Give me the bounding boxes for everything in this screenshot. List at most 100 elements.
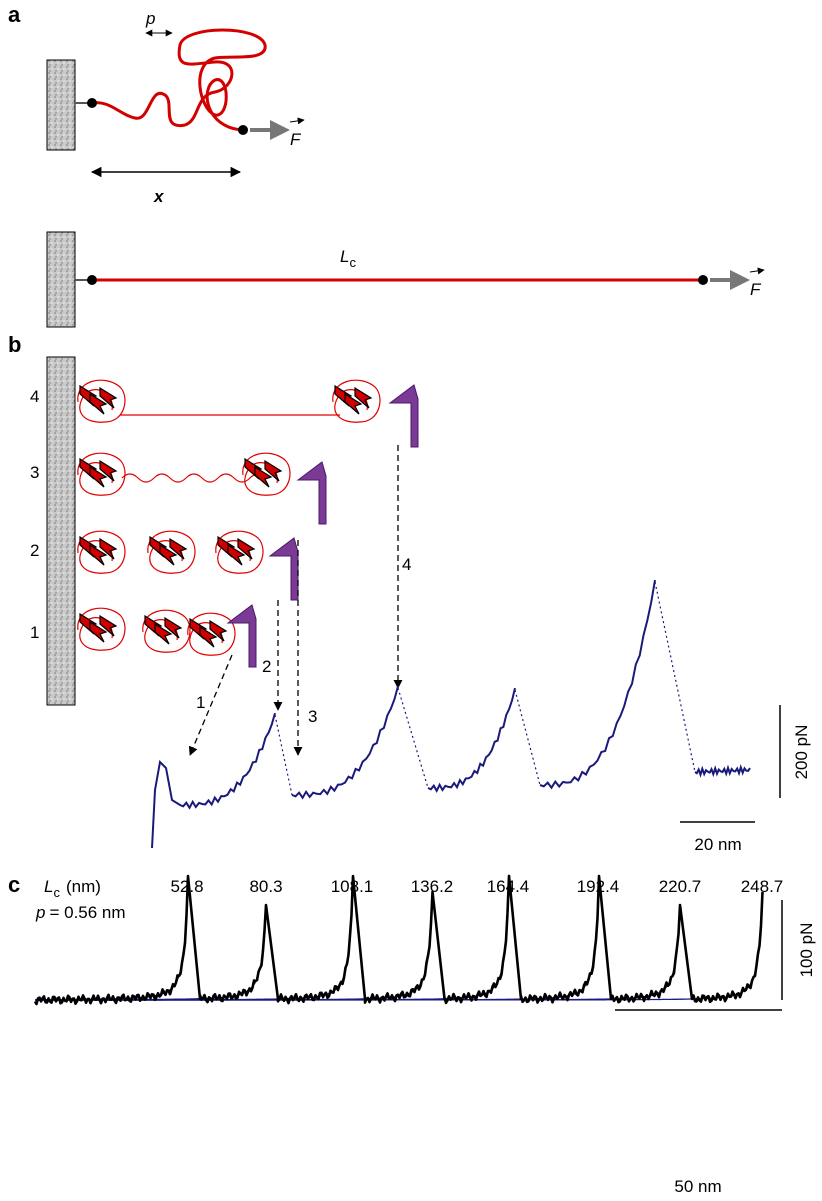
cantilever-tip — [226, 604, 257, 668]
contour-length-label: 136.2 — [411, 877, 454, 896]
force-scale-label: 200 pN — [792, 725, 811, 780]
domain-coil — [242, 452, 291, 496]
protein-domain — [242, 452, 291, 496]
arrow-label: 3 — [308, 707, 317, 726]
state-label: 2 — [30, 541, 39, 560]
domain-coil — [77, 379, 126, 423]
force-drop — [514, 689, 541, 786]
arrow-label: 4 — [402, 555, 411, 574]
protein-domain — [77, 607, 126, 651]
beta-strand — [99, 459, 118, 482]
force-trace — [427, 687, 516, 793]
beta-strand — [89, 392, 108, 415]
domain-coil — [77, 452, 126, 496]
beta-strand — [89, 465, 108, 488]
beta-strand — [227, 543, 246, 566]
anchor-point — [698, 275, 708, 285]
beta-strand — [89, 543, 108, 566]
unfolded-chain — [121, 473, 267, 483]
persistence-value: p = 0.56 nm — [35, 903, 126, 922]
force-scale-label: 100 pN — [797, 923, 816, 978]
beta-strand — [209, 619, 228, 642]
force-trace — [694, 764, 751, 778]
beta-strand — [237, 537, 256, 560]
dashed-arrow — [188, 654, 233, 756]
surface — [46, 356, 76, 706]
force-trace — [33, 874, 764, 1006]
domain-coil — [142, 609, 191, 653]
force-drop — [274, 714, 293, 796]
protein-domain — [77, 530, 126, 574]
domain-coil — [147, 530, 196, 574]
arrow-label: 1 — [196, 693, 205, 712]
cantilever-tip — [268, 537, 299, 601]
contour-label: Lc — [340, 247, 356, 270]
distance-scale-label: 20 nm — [694, 835, 741, 854]
protein-domain — [77, 379, 126, 423]
persistence-symbol: p — [35, 903, 45, 922]
domain-coil — [77, 607, 126, 651]
force-trace — [291, 685, 399, 800]
contour-header-sub: c — [53, 885, 60, 900]
panel-label: c — [8, 872, 20, 897]
state-label: 3 — [30, 463, 39, 482]
arrow-label: 2 — [262, 657, 271, 676]
surface — [46, 59, 76, 151]
surface — [46, 231, 76, 328]
contour-unit: (nm) — [66, 877, 101, 896]
protein-domain — [332, 379, 381, 423]
force-trace — [151, 712, 276, 849]
force-label: F — [290, 130, 302, 149]
beta-strand — [254, 465, 273, 488]
domain-coil — [187, 612, 236, 656]
panel-label: b — [8, 332, 21, 357]
vector-arrow — [289, 117, 305, 125]
domain-coil — [332, 379, 381, 423]
beta-strand — [99, 386, 118, 409]
anchor-point — [87, 275, 97, 285]
beta-strand — [89, 620, 108, 643]
polymer-coil — [91, 28, 267, 132]
beta-strand — [164, 616, 183, 639]
beta-strand — [99, 537, 118, 560]
beta-strand — [99, 614, 118, 637]
force-drop — [397, 687, 429, 789]
persistence-text: = 0.56 nm — [49, 903, 125, 922]
domain-coil — [77, 530, 126, 574]
protein-domain — [147, 530, 196, 574]
beta-strand — [199, 625, 218, 648]
anchor-point — [238, 125, 248, 135]
contour-label-sub: c — [349, 255, 356, 270]
contour-label-main: L — [340, 247, 349, 266]
distance-scale-label: 50 nm — [674, 1177, 721, 1196]
beta-strand — [169, 537, 188, 560]
protein-domain — [142, 609, 191, 653]
cantilever-tip — [296, 461, 327, 525]
contour-length-label: 220.7 — [659, 877, 702, 896]
force-label: F — [750, 280, 762, 299]
domain-coil — [215, 530, 264, 574]
protein-domain — [215, 530, 264, 574]
panel-label: a — [8, 2, 21, 27]
force-trace — [539, 579, 656, 790]
contour-length-label: 80.3 — [249, 877, 282, 896]
state-label: 4 — [30, 387, 39, 406]
state-label: 1 — [30, 623, 39, 642]
anchor-point — [87, 98, 97, 108]
vector-arrow — [749, 267, 765, 275]
persistence-label: p — [145, 9, 155, 28]
contour-length-label: 248.7 — [741, 877, 784, 896]
beta-strand — [264, 459, 283, 482]
contour-header: Lc (nm) — [44, 877, 101, 900]
beta-strand — [344, 392, 363, 415]
protein-domain — [187, 612, 236, 656]
cantilever-tip — [388, 384, 419, 448]
beta-strand — [159, 543, 178, 566]
wlc-fit — [35, 904, 763, 1001]
contour-header-main: L — [44, 877, 53, 896]
extension-label: x — [153, 187, 165, 206]
force-drop — [654, 581, 696, 773]
protein-domain — [77, 452, 126, 496]
beta-strand — [154, 622, 173, 645]
